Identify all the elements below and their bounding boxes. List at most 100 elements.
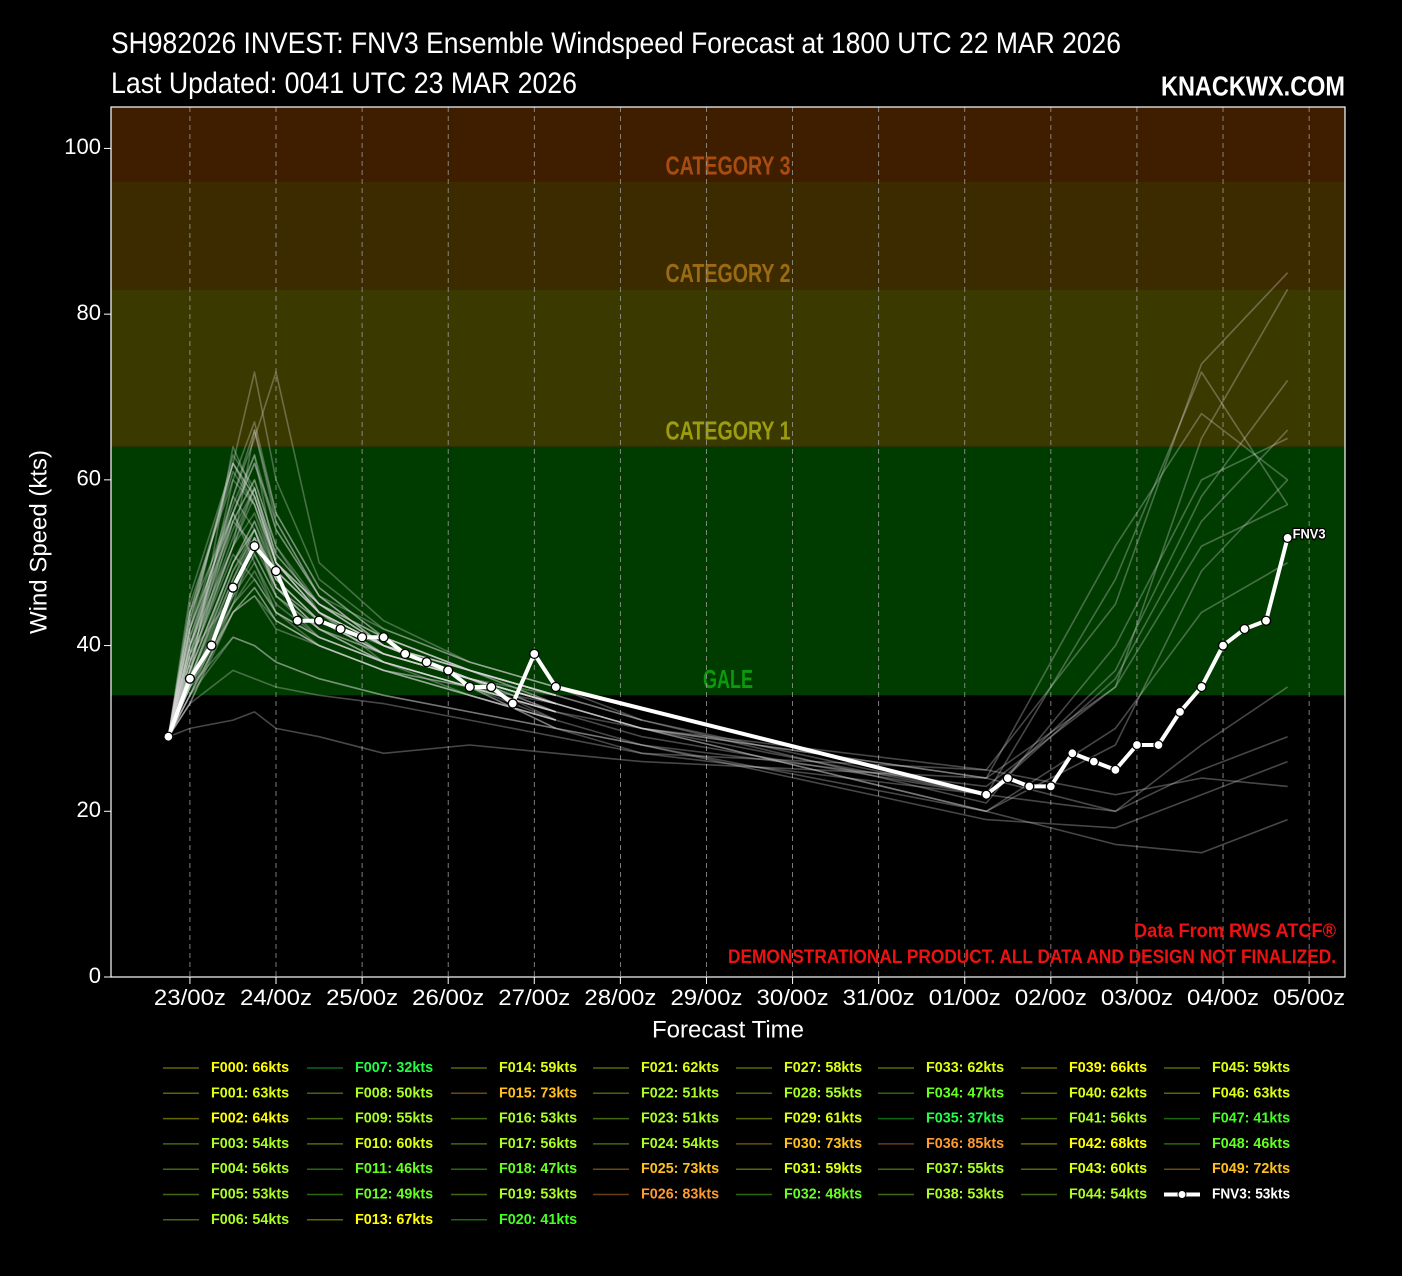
member-line <box>167 371 557 737</box>
legend-label: F011: 46kts <box>355 1160 433 1177</box>
member-line <box>167 495 557 737</box>
legend-label: F044: 54kts <box>1069 1185 1147 1202</box>
point <box>400 648 411 660</box>
member-line <box>167 462 557 737</box>
member-line <box>167 595 557 738</box>
legend-label: F030: 73kts <box>784 1135 862 1152</box>
plot-frame <box>110 106 1346 978</box>
x-tick-label: 24/00z <box>240 985 312 1010</box>
y-axis-label: Wind Speed (kts) <box>25 450 52 634</box>
member-line <box>168 711 1288 813</box>
legend-label: F015: 73kts <box>499 1084 577 1101</box>
legend-label: F026: 83kts <box>641 1185 719 1202</box>
x-tick-label: 27/00z <box>498 985 570 1010</box>
point <box>1282 532 1293 544</box>
legend-swatch-marker <box>1177 1190 1187 1199</box>
legend-label: F001: 63kts <box>211 1084 289 1101</box>
point <box>464 681 475 693</box>
legend-label: F012: 49kts <box>355 1185 433 1202</box>
point <box>335 623 346 635</box>
legend-label: F020: 41kts <box>499 1211 577 1228</box>
point <box>356 632 368 643</box>
point <box>1239 623 1250 635</box>
legend-label: F031: 59kts <box>784 1160 862 1177</box>
legend-label: F002: 64kts <box>211 1110 289 1127</box>
member-line <box>167 371 557 737</box>
member-line <box>167 537 557 737</box>
point <box>1260 615 1272 626</box>
y-tick-label: 100 <box>64 134 101 159</box>
intensity-band <box>111 446 1345 696</box>
x-tick-label: 03/00z <box>1101 985 1173 1010</box>
bands: GALE CATEGORY 1 CATEGORY 2 CATEGORY 3 <box>111 107 1345 696</box>
legend-label: F006: 54kts <box>211 1211 289 1228</box>
member-line <box>167 487 557 737</box>
x-tick-label: 25/00z <box>326 985 398 1010</box>
legend-label: F009: 55kts <box>355 1110 433 1127</box>
y-tick-label: 60 <box>77 466 101 491</box>
member-line <box>167 454 557 737</box>
member-line <box>167 512 557 737</box>
legend-label: F036: 85kts <box>926 1135 1004 1152</box>
legend-label: F045: 59kts <box>1212 1059 1290 1076</box>
intensity-band <box>111 289 1345 447</box>
point <box>270 565 282 577</box>
intensity-band <box>111 107 1345 182</box>
member-line <box>167 454 557 737</box>
member-line <box>167 512 1288 796</box>
member-line <box>167 470 557 737</box>
x-tick-label: 26/00z <box>412 985 484 1010</box>
legend-label: F041: 56kts <box>1069 1110 1147 1127</box>
legend-label: F014: 59kts <box>499 1059 577 1076</box>
legend-label: F040: 62kts <box>1069 1084 1147 1101</box>
legend-label: F029: 61kts <box>784 1110 862 1127</box>
band-label: GALE <box>703 664 753 694</box>
point <box>184 673 196 684</box>
legend-label: F032: 48kts <box>784 1185 862 1202</box>
band-label: CATEGORY 1 <box>666 416 791 446</box>
legend-label: F033: 62kts <box>926 1059 1004 1076</box>
member-line <box>167 528 557 737</box>
member-line <box>167 553 556 737</box>
point <box>529 648 540 660</box>
member-line <box>167 636 1288 829</box>
legend-label: F038: 53kts <box>926 1185 1004 1202</box>
main-line: FNV3 <box>163 524 1327 800</box>
x-tick-label: 01/00z <box>929 985 1001 1010</box>
point <box>163 731 174 742</box>
chart-subtitle: Last Updated: 0041 UTC 23 MAR 2026 <box>111 67 577 100</box>
point <box>227 582 239 593</box>
legend-label: F021: 62kts <box>641 1059 719 1076</box>
legend-label: F003: 54kts <box>211 1135 289 1152</box>
disclaimer: DEMONSTRATIONAL PRODUCT. ALL DATA AND DE… <box>728 947 1336 968</box>
x-tick-label: 30/00z <box>757 985 829 1010</box>
point <box>507 698 518 709</box>
point <box>1088 756 1100 767</box>
point <box>1131 739 1143 751</box>
legend-label: F046: 63kts <box>1212 1084 1290 1101</box>
end-label: FNV3 <box>1293 526 1326 542</box>
legend-label: F023: 51kts <box>641 1110 719 1127</box>
member-line <box>167 421 1289 796</box>
point <box>378 632 389 643</box>
legend-label: F022: 51kts <box>641 1084 719 1101</box>
y-tick-label: 20 <box>77 797 101 822</box>
grid <box>189 107 1310 977</box>
point <box>981 789 992 800</box>
member-line <box>167 669 1289 813</box>
x-tick-label: 04/00z <box>1187 985 1259 1010</box>
member-line <box>167 553 557 738</box>
x-tick-label: 28/00z <box>584 985 656 1010</box>
point <box>1153 739 1164 751</box>
x-tick-label: 31/00z <box>843 985 915 1010</box>
legend-label: FNV3: 53kts <box>1212 1185 1290 1202</box>
point <box>486 681 497 693</box>
intensity-band <box>111 181 1345 290</box>
point <box>313 615 325 626</box>
member-line <box>167 520 557 737</box>
x-tick-label: 02/00z <box>1015 985 1087 1010</box>
point <box>1067 748 1078 759</box>
member-line <box>167 528 557 737</box>
point <box>1174 706 1186 718</box>
legend-label: F019: 53kts <box>499 1185 577 1202</box>
